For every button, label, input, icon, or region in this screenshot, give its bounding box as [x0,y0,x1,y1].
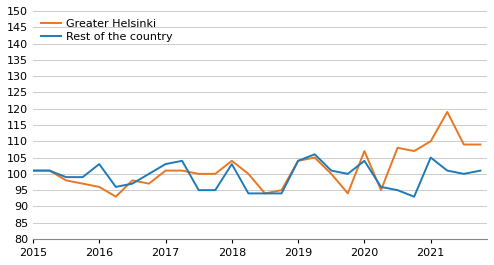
Rest of the country [46,169,52,172]
Rest of the country [129,182,135,185]
Rest of the country [362,159,368,162]
Greater Helsinki [246,172,251,175]
Greater Helsinki [411,149,417,153]
Greater Helsinki [312,156,318,159]
Greater Helsinki [428,140,434,143]
Greater Helsinki [329,172,334,175]
Greater Helsinki [229,159,235,162]
Greater Helsinki [461,143,467,146]
Legend: Greater Helsinki, Rest of the country: Greater Helsinki, Rest of the country [39,16,175,45]
Greater Helsinki [279,189,285,192]
Rest of the country [345,172,351,175]
Rest of the country [329,169,334,172]
Greater Helsinki [478,143,484,146]
Rest of the country [295,159,301,162]
Rest of the country [279,192,285,195]
Greater Helsinki [113,195,119,198]
Greater Helsinki [362,149,368,153]
Greater Helsinki [129,179,135,182]
Greater Helsinki [196,172,202,175]
Rest of the country [262,192,268,195]
Greater Helsinki [63,179,69,182]
Rest of the country [146,172,152,175]
Rest of the country [378,185,384,188]
Rest of the country [179,159,185,162]
Greater Helsinki [212,172,218,175]
Greater Helsinki [179,169,185,172]
Rest of the country [113,185,119,188]
Greater Helsinki [262,192,268,195]
Rest of the country [246,192,251,195]
Rest of the country [212,189,218,192]
Rest of the country [428,156,434,159]
Greater Helsinki [80,182,85,185]
Greater Helsinki [163,169,168,172]
Greater Helsinki [378,189,384,192]
Rest of the country [163,162,168,166]
Greater Helsinki [146,182,152,185]
Line: Rest of the country: Rest of the country [33,154,481,197]
Greater Helsinki [46,169,52,172]
Rest of the country [96,162,102,166]
Line: Greater Helsinki: Greater Helsinki [33,112,481,197]
Greater Helsinki [96,185,102,188]
Rest of the country [63,175,69,179]
Greater Helsinki [395,146,401,149]
Greater Helsinki [345,192,351,195]
Greater Helsinki [295,159,301,162]
Rest of the country [30,169,36,172]
Rest of the country [444,169,450,172]
Rest of the country [80,175,85,179]
Rest of the country [461,172,467,175]
Rest of the country [196,189,202,192]
Rest of the country [312,153,318,156]
Rest of the country [229,162,235,166]
Rest of the country [478,169,484,172]
Rest of the country [395,189,401,192]
Greater Helsinki [30,169,36,172]
Greater Helsinki [444,110,450,113]
Rest of the country [411,195,417,198]
